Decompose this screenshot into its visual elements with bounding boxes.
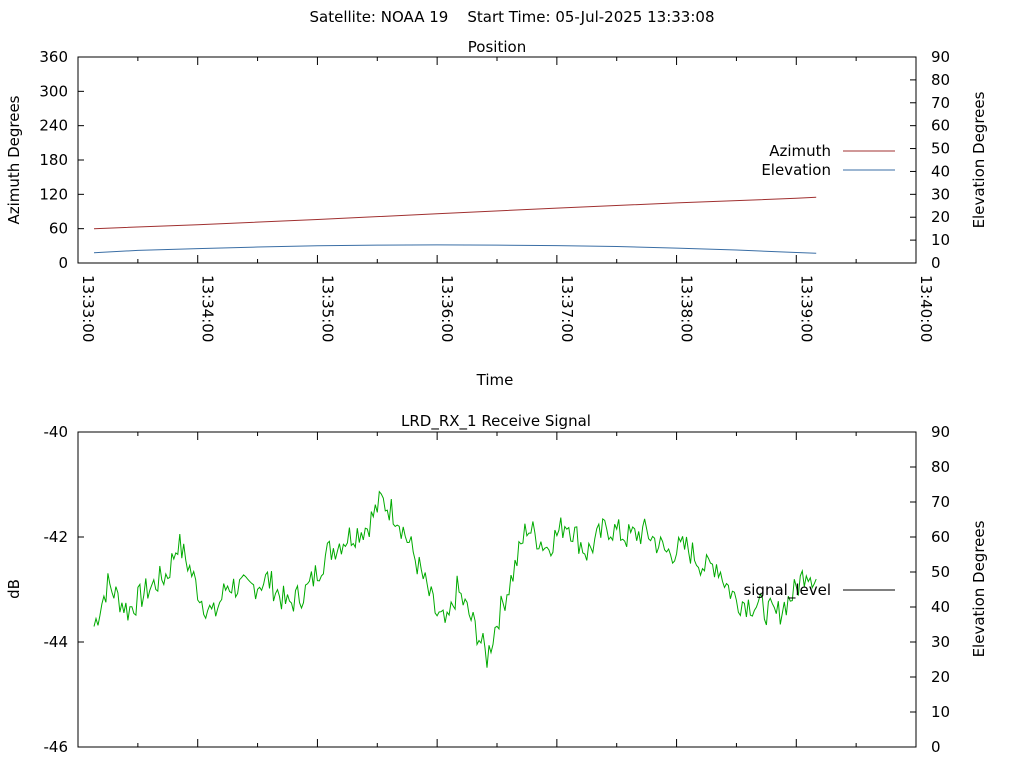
position-x-tick-label: 13:38:00 (678, 275, 696, 342)
position-plot-frame (77, 56, 917, 264)
position-x-tick-label: 13:39:00 (797, 275, 815, 342)
position-y-tick-label: 0 (58, 254, 68, 272)
signal-y-tick-label: -46 (44, 738, 69, 756)
signal-series-signal-level (93, 490, 817, 668)
position-y2-tick-label: 80 (931, 71, 950, 89)
signal-ylabel: dB (5, 579, 23, 599)
signal-y2-tick-label: 30 (931, 633, 950, 651)
signal-y-tick-label: -42 (44, 528, 69, 546)
position-y-tick-label: 360 (39, 48, 68, 66)
signal-y2-tick-label: 80 (931, 458, 950, 476)
position-y2label: Elevation Degrees (970, 91, 988, 228)
signal-y2label: Elevation Degrees (970, 520, 988, 657)
position-series-azimuth (93, 196, 817, 230)
position-x-tick-label: 13:37:00 (558, 275, 576, 342)
position-legend-label: Elevation (761, 161, 831, 179)
position-x-tick-label: 13:34:00 (199, 275, 217, 342)
signal-y2-tick-label: 50 (931, 563, 950, 581)
signal-y2-tick-label: 40 (931, 598, 950, 616)
signal-title: LRD_RX_1 Receive Signal (401, 412, 591, 431)
position-y-tick-label: 180 (39, 151, 68, 169)
position-y-tick-label: 300 (39, 82, 68, 100)
position-y2-tick-label: 50 (931, 140, 950, 158)
position-x-tick-label: 13:35:00 (318, 275, 336, 342)
position-y-tick-label: 120 (39, 185, 68, 203)
signal-legend-label: signal_level (743, 581, 831, 600)
main-title: Satellite: NOAA 19 Start Time: 05-Jul-20… (309, 8, 715, 26)
signal-y2-tick-label: 0 (931, 738, 941, 756)
position-x-tick-label: 13:33:00 (79, 275, 97, 342)
signal-y-tick-label: -40 (44, 423, 69, 441)
position-y2-tick-label: 70 (931, 94, 950, 112)
position-y-tick-label: 240 (39, 117, 68, 135)
position-y2-tick-label: 40 (931, 162, 950, 180)
position-ylabel: Azimuth Degrees (5, 95, 23, 224)
position-y2-tick-label: 10 (931, 231, 950, 249)
position-xlabel: Time (476, 371, 514, 389)
position-x-tick-label: 13:36:00 (438, 275, 456, 342)
position-x-tick-label: 13:40:00 (917, 275, 935, 342)
signal-y2-tick-label: 90 (931, 423, 950, 441)
signal-y2-tick-label: 70 (931, 493, 950, 511)
signal-y2-tick-label: 20 (931, 668, 950, 686)
position-title: Position (468, 38, 526, 56)
signal-y2-tick-label: 60 (931, 528, 950, 546)
signal-y2-tick-label: 10 (931, 703, 950, 721)
position-legend-label: Azimuth (769, 142, 831, 160)
position-y-tick-label: 60 (49, 220, 68, 238)
position-y2-tick-label: 60 (931, 117, 950, 135)
signal-y-tick-label: -44 (44, 633, 69, 651)
position-series-elevation (93, 244, 817, 254)
position-y2-tick-label: 0 (931, 254, 941, 272)
position-y2-tick-label: 30 (931, 185, 950, 203)
position-y2-tick-label: 20 (931, 208, 950, 226)
position-y2-tick-label: 90 (931, 48, 950, 66)
